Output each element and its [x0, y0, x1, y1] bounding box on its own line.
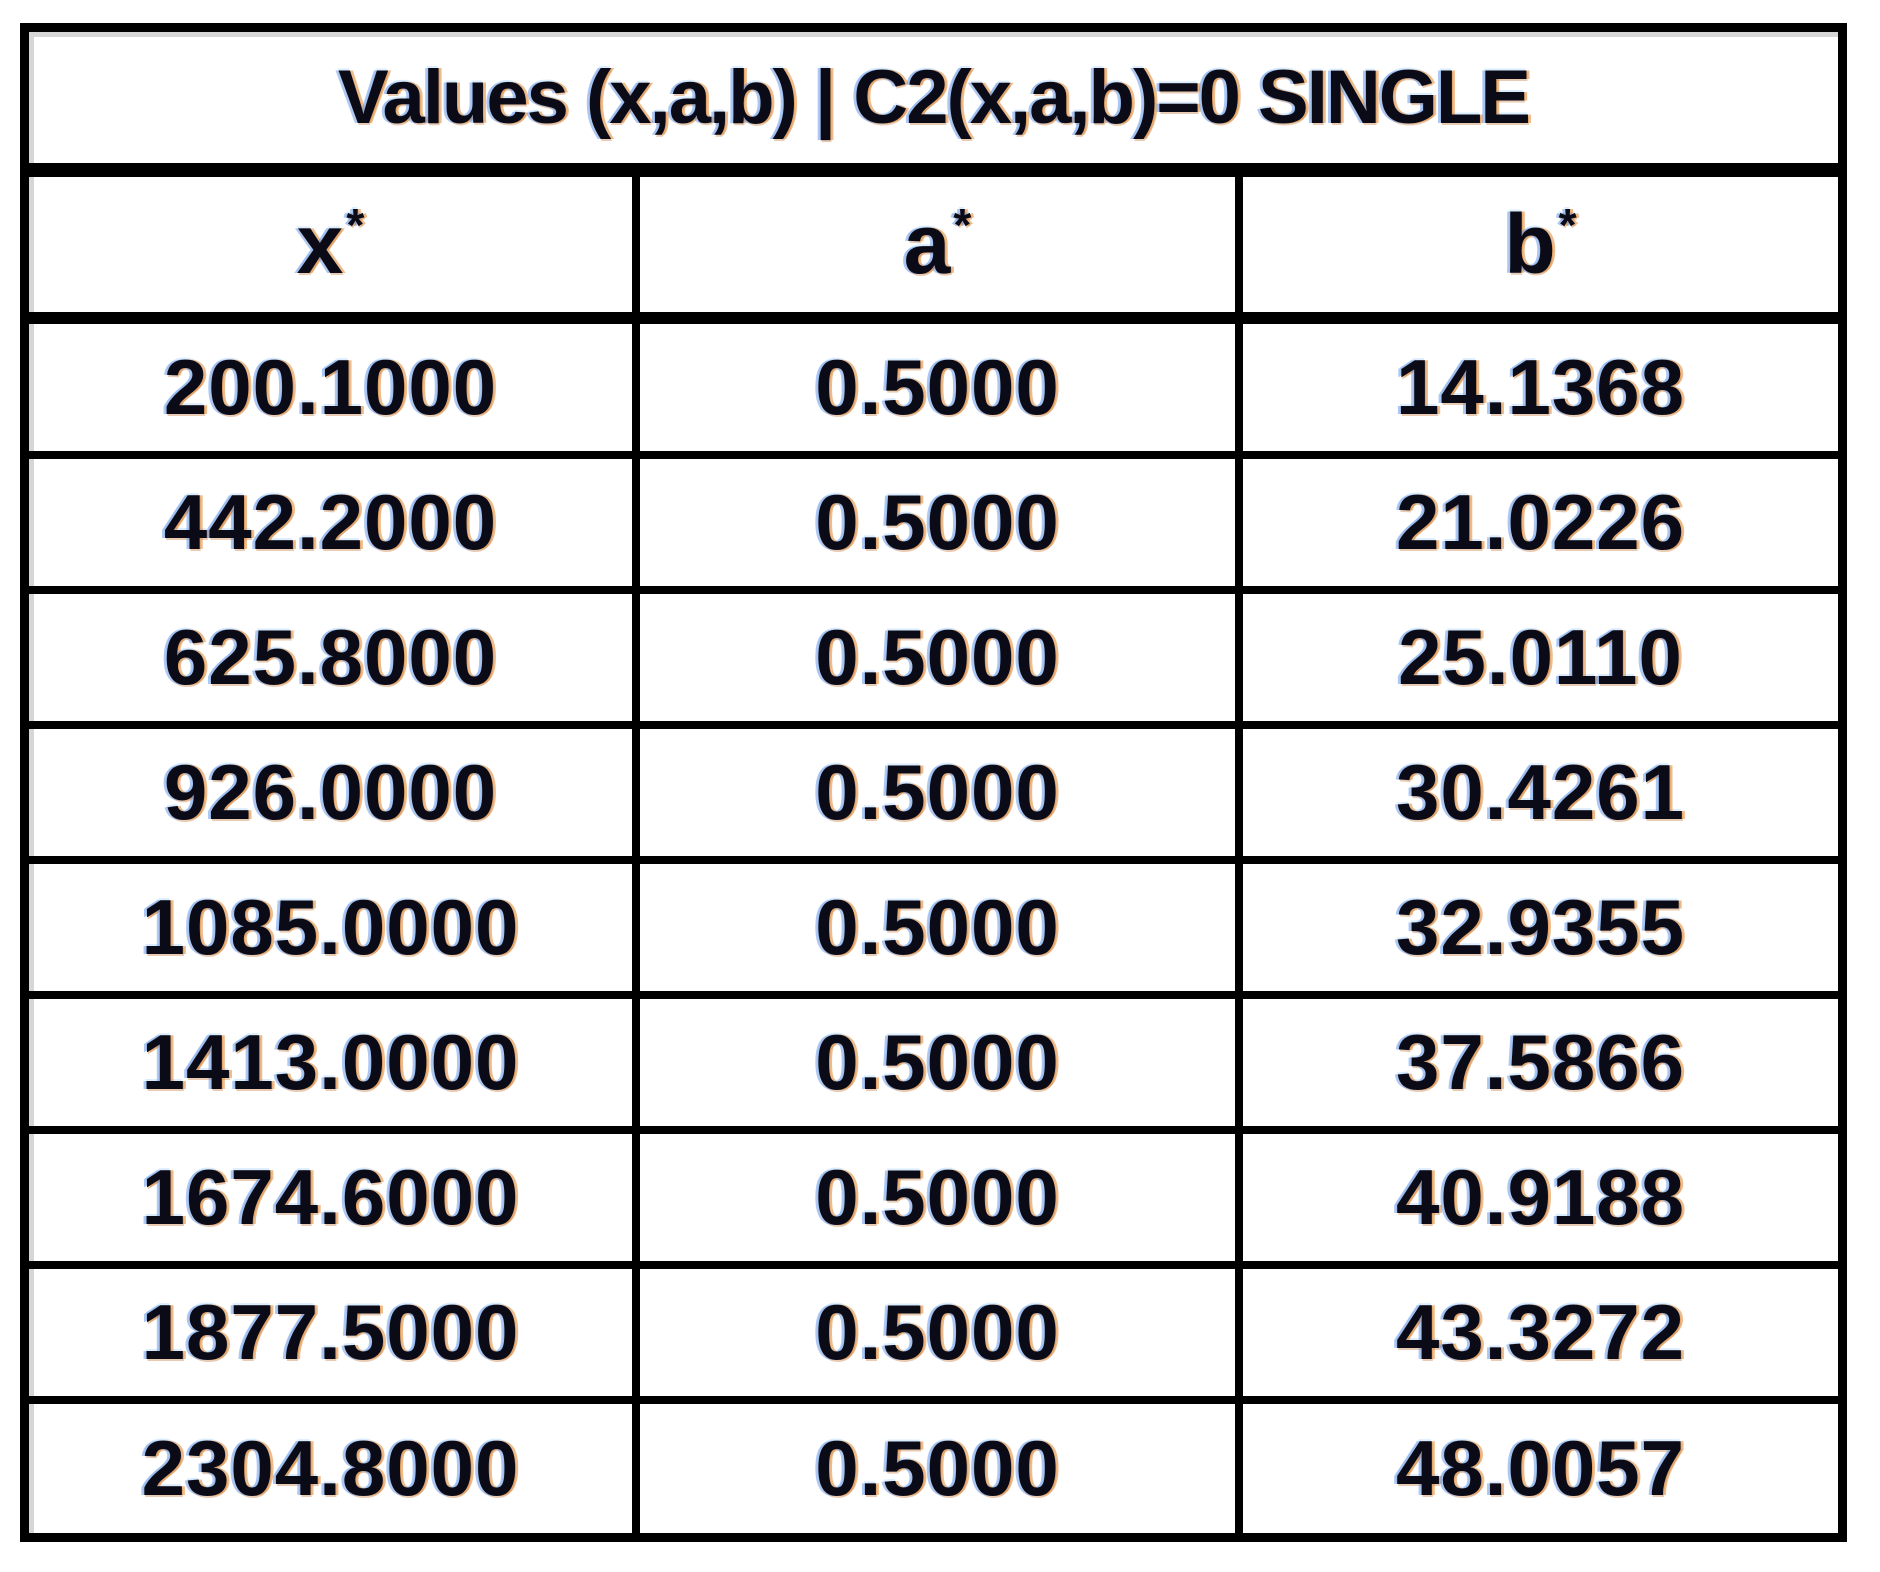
asterisk-superscript: * — [953, 199, 972, 252]
column-header-a: a * — [632, 177, 1235, 312]
cell-x: 1413.0000 — [141, 1018, 520, 1106]
cell-b: 43.3272 — [1235, 1269, 1838, 1396]
table-row: 926.0000 0.5000 30.4261 — [29, 729, 1838, 864]
column-header-a-label: a — [903, 197, 951, 291]
table-row: 1413.0000 0.5000 37.5866 — [29, 999, 1838, 1134]
asterisk-superscript: * — [1558, 199, 1577, 252]
cell-a: 0.5000 — [632, 999, 1235, 1126]
cell-b: 25.0110 — [1235, 594, 1838, 721]
cell-a: 0.5000 — [632, 1269, 1235, 1396]
asterisk-superscript: * — [346, 199, 365, 252]
cell-b: 40.9188 — [1235, 1134, 1838, 1261]
column-header-b: b * — [1235, 177, 1838, 312]
cell-a: 0.5000 — [632, 459, 1235, 586]
cell-b: 48.0057 — [1235, 1404, 1838, 1533]
table-title: Values (x,a,b) | C2(x,a,b)=0 SINGLE — [338, 55, 1531, 140]
cell-b: 30.4261 — [1235, 729, 1838, 856]
table-row: 1877.5000 0.5000 43.3272 — [29, 1269, 1838, 1404]
cell-b: 32.9355 — [1235, 864, 1838, 991]
table-row: 1674.6000 0.5000 40.9188 — [29, 1134, 1838, 1269]
cell-a: 0.5000 — [632, 1404, 1235, 1533]
table-row: 1085.0000 0.5000 32.9355 — [29, 864, 1838, 999]
cell-x: 1085.0000 — [141, 883, 520, 971]
cell-x: 926.0000 — [163, 748, 498, 836]
values-table: Values (x,a,b) | C2(x,a,b)=0 SINGLE x * a… — [20, 23, 1847, 1542]
table-row: 2304.8000 0.5000 48.0057 — [29, 1404, 1838, 1533]
cell-a: 0.5000 — [632, 729, 1235, 856]
cell-x: 1877.5000 — [141, 1288, 520, 1376]
cell-a: 0.5000 — [632, 1134, 1235, 1261]
cell-b: 14.1368 — [1235, 324, 1838, 451]
cell-x: 1674.6000 — [141, 1153, 520, 1241]
cell-x: 442.2000 — [163, 478, 498, 566]
cell-b: 37.5866 — [1235, 999, 1838, 1126]
column-header-x-label: x — [296, 197, 344, 291]
column-header-b-label: b — [1504, 197, 1556, 291]
table-title-row: Values (x,a,b) | C2(x,a,b)=0 SINGLE — [29, 32, 1838, 177]
table-row: 200.1000 0.5000 14.1368 — [29, 324, 1838, 459]
column-header-x: x * — [29, 177, 632, 312]
cell-x: 625.8000 — [163, 613, 498, 701]
cell-a: 0.5000 — [632, 324, 1235, 451]
table-row: 625.8000 0.5000 25.0110 — [29, 594, 1838, 729]
cell-x: 200.1000 — [163, 343, 498, 431]
table-header-row: x * a * b * — [29, 177, 1838, 324]
cell-x: 2304.8000 — [141, 1424, 520, 1512]
cell-a: 0.5000 — [632, 594, 1235, 721]
cell-b: 21.0226 — [1235, 459, 1838, 586]
table-row: 442.2000 0.5000 21.0226 — [29, 459, 1838, 594]
cell-a: 0.5000 — [632, 864, 1235, 991]
